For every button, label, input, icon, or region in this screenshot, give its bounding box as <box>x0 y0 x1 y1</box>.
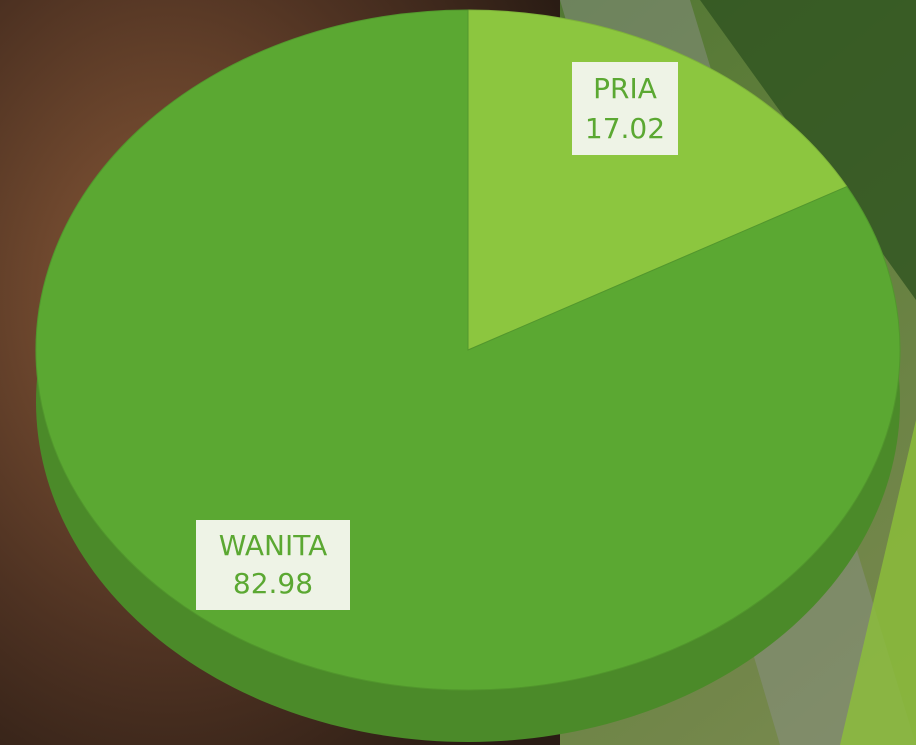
label-category: PRIA <box>593 72 657 105</box>
slide: PRIA 17.02 WANITA 82.98 <box>0 0 916 745</box>
label-value: 82.98 <box>233 567 313 600</box>
page: PRIA 17.02 WANITA 82.98 (() => { const d… <box>0 0 916 745</box>
data-label: WANITA 82.98 <box>196 520 350 610</box>
data-label: PRIA 17.02 <box>572 62 678 155</box>
label-category: WANITA <box>219 529 328 562</box>
pie <box>36 10 900 742</box>
label-value: 17.02 <box>585 112 665 145</box>
